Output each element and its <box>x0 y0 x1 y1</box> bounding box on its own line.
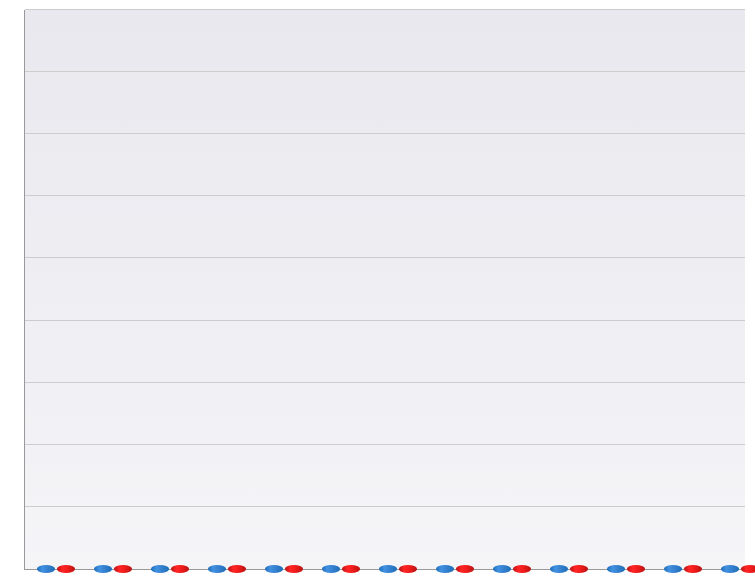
bar-chart <box>24 10 745 570</box>
plot-area <box>25 10 745 569</box>
